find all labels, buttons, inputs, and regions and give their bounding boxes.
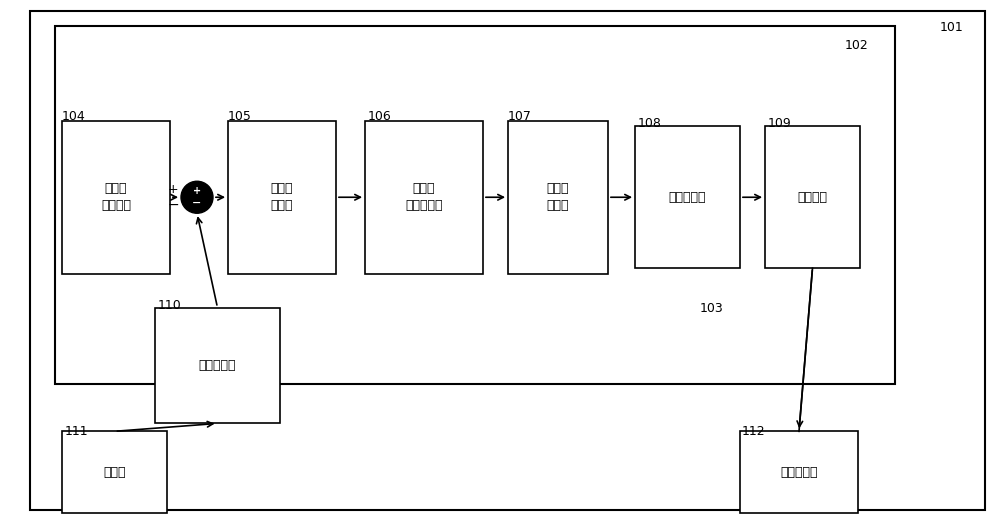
Bar (365, 121, 483, 274)
Text: 占空比
确定器: 占空比 确定器 (547, 182, 569, 213)
Text: 104: 104 (62, 110, 86, 124)
Text: 105: 105 (228, 110, 252, 124)
Bar (635, 126, 740, 268)
Text: 振动致动器: 振动致动器 (780, 466, 818, 479)
Text: 108: 108 (638, 117, 662, 130)
Bar (155, 308, 280, 423)
Text: 107: 107 (508, 110, 532, 124)
Bar (62, 431, 167, 513)
Text: 检测器: 检测器 (103, 466, 126, 479)
Bar (62, 121, 170, 274)
Text: 相位差
频率确定器: 相位差 频率确定器 (405, 182, 443, 213)
Ellipse shape (181, 181, 213, 213)
Text: 102: 102 (845, 39, 869, 53)
Bar (765, 126, 860, 268)
Text: 106: 106 (368, 110, 392, 124)
Text: 103: 103 (700, 302, 724, 316)
Text: 控制量
计算器: 控制量 计算器 (271, 182, 293, 213)
Bar (508, 121, 608, 274)
Text: 101: 101 (940, 21, 964, 34)
Bar (55, 26, 895, 384)
Text: 目标值
输入单元: 目标值 输入单元 (101, 182, 131, 213)
Text: 信号生成器: 信号生成器 (669, 191, 706, 204)
Bar (740, 431, 858, 513)
Text: +: + (168, 183, 178, 196)
Text: 112: 112 (742, 425, 766, 438)
Text: 109: 109 (768, 117, 792, 130)
Text: 驱动电路: 驱动电路 (798, 191, 828, 204)
Text: +: + (193, 186, 201, 196)
Bar (228, 121, 336, 274)
Text: 111: 111 (65, 425, 89, 438)
Text: −: − (192, 198, 202, 208)
Text: −: − (167, 198, 179, 213)
Text: 位置计算器: 位置计算器 (199, 359, 236, 372)
Text: 110: 110 (158, 299, 182, 312)
